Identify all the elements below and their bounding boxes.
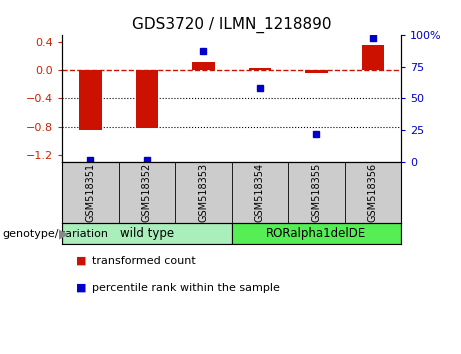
Text: RORalpha1delDE: RORalpha1delDE — [266, 227, 366, 240]
Bar — [361, 45, 384, 70]
Text: ■: ■ — [76, 256, 87, 266]
Text: GSM518351: GSM518351 — [85, 163, 95, 222]
Text: GSM518356: GSM518356 — [368, 163, 378, 222]
Bar — [231, 223, 401, 244]
Bar — [305, 70, 328, 73]
Text: ■: ■ — [76, 282, 87, 293]
Text: genotype/variation: genotype/variation — [2, 229, 108, 239]
Text: GSM518355: GSM518355 — [311, 163, 321, 222]
Text: GSM518353: GSM518353 — [198, 163, 208, 222]
Bar — [248, 68, 271, 70]
Text: wild type: wild type — [120, 227, 174, 240]
Title: GDS3720 / ILMN_1218890: GDS3720 / ILMN_1218890 — [132, 16, 331, 33]
Text: GSM518354: GSM518354 — [255, 163, 265, 222]
Text: transformed count: transformed count — [92, 256, 196, 266]
Bar — [79, 70, 102, 130]
Text: GSM518352: GSM518352 — [142, 163, 152, 222]
Bar — [136, 70, 158, 128]
Text: ▶: ▶ — [59, 227, 69, 240]
Bar — [62, 223, 231, 244]
Text: percentile rank within the sample: percentile rank within the sample — [92, 282, 280, 293]
Bar — [192, 62, 215, 70]
